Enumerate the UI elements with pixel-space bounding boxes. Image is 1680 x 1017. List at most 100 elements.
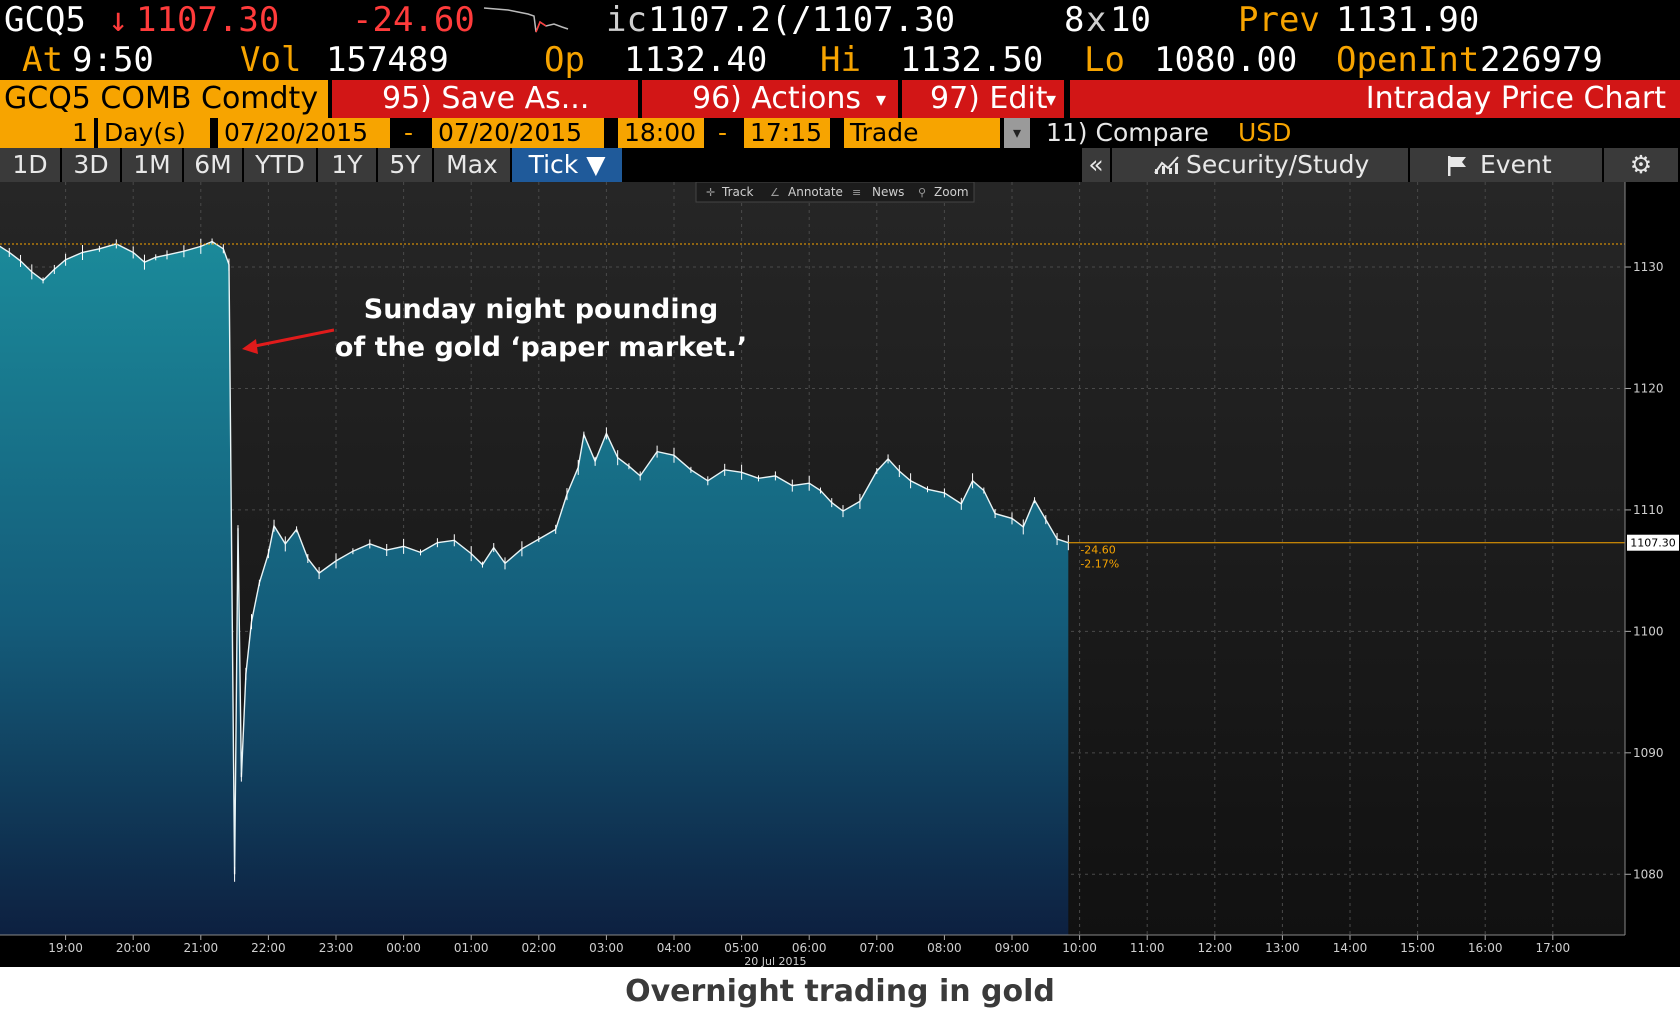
last-price: 1107.30	[136, 0, 280, 40]
x-tick-label: 05:00	[724, 941, 759, 955]
price-line	[0, 240, 1069, 875]
quote-ticker[interactable]: GCQ5	[4, 0, 86, 40]
compare-button[interactable]: 11) Compare	[1046, 118, 1209, 147]
x-tick-label: 06:00	[792, 941, 827, 955]
ask-size: 10	[1110, 0, 1151, 40]
save-as-button[interactable]: 95) Save As...	[332, 80, 638, 118]
tab-max[interactable]: Max	[434, 148, 512, 182]
down-arrow-icon: ↓	[108, 0, 129, 40]
reference-lines: 1107.30 -24.60-2.17%	[0, 243, 1679, 571]
annotate-button[interactable]: Annotate	[788, 185, 843, 199]
low-price: 1080.00	[1154, 40, 1298, 80]
end-time-input[interactable]: 17:15	[744, 118, 830, 148]
x-tick-label: 23:00	[319, 941, 354, 955]
annotation-arrow-line	[249, 328, 335, 349]
period-tabs: 1D 3D 1M 6M YTD 1Y 5Y Max Tick ▼ « Secur…	[0, 148, 1680, 182]
bid-ask: 1107.2(/1107.30	[648, 0, 956, 40]
zoom-icon: ⚲	[918, 186, 926, 199]
x-tick-label: 04:00	[657, 941, 692, 955]
end-date-input[interactable]: 07/20/2015	[432, 118, 604, 148]
currency-label[interactable]: USD	[1238, 118, 1292, 147]
divider	[898, 80, 902, 118]
annotation-line-2: of the gold ‘paper market.’	[335, 332, 747, 363]
x-tick-label: 09:00	[995, 941, 1030, 955]
quote-time: 9:50	[72, 40, 154, 80]
y-tick-label: 1110	[1633, 503, 1664, 517]
price-area-series	[0, 238, 1069, 935]
event-button[interactable]: Event	[1410, 148, 1604, 182]
x-tick-label: 12:00	[1198, 941, 1233, 955]
net-change: -24.60	[352, 0, 475, 40]
security-study-button[interactable]: Security/Study	[1112, 148, 1410, 182]
figure-caption: Overnight trading in gold	[0, 967, 1680, 1017]
open-label: Op	[544, 40, 585, 80]
tab-6m[interactable]: 6M	[184, 148, 244, 182]
change-label: -24.60	[1080, 544, 1115, 557]
data-type-select[interactable]: Trade	[844, 118, 1000, 148]
tab-1d[interactable]: 1D	[0, 148, 62, 182]
y-tick-label: 1100	[1633, 624, 1664, 638]
actions-button[interactable]: 96) Actions ▾	[642, 80, 898, 118]
news-icon: ≡	[852, 186, 861, 199]
range-dash: -	[718, 118, 728, 147]
x-tick-label: 19:00	[48, 941, 83, 955]
tab-tick[interactable]: Tick ▼	[512, 148, 624, 182]
vol-label: Vol	[240, 40, 302, 80]
x-tick-label: 11:00	[1130, 941, 1165, 955]
period-count-input[interactable]: 1	[0, 118, 94, 148]
quote-line-2: At 9:50 Vol 157489 Op 1132.40 Hi 1132.50…	[0, 40, 1680, 80]
news-button[interactable]: News	[872, 185, 904, 199]
high-label: Hi	[820, 40, 861, 80]
tab-1y[interactable]: 1Y	[318, 148, 378, 182]
y-tick-label: 1090	[1633, 746, 1664, 760]
start-date-input[interactable]: 07/20/2015	[218, 118, 390, 148]
zoom-button[interactable]: Zoom	[934, 185, 969, 199]
dropdown-arrow-icon[interactable]: ▾	[1004, 118, 1030, 148]
tab-ytd[interactable]: YTD	[244, 148, 318, 182]
function-bar: GCQ5 COMB Comdty 95) Save As... 96) Acti…	[0, 80, 1680, 118]
x-tick-label: 20:00	[116, 941, 151, 955]
divider	[638, 80, 642, 118]
x-tick-label: 22:00	[251, 941, 286, 955]
x-tick-label: 14:00	[1333, 941, 1368, 955]
annotation: Sunday night pounding of the gold ‘paper…	[242, 294, 747, 363]
last-price-box	[1627, 534, 1679, 551]
x-tick-label: 17:00	[1536, 941, 1571, 955]
x-tick-label: 21:00	[184, 941, 219, 955]
chevron-down-icon: ▾	[1045, 87, 1056, 111]
annotation-arrow-icon	[242, 339, 258, 354]
x-tick-label: 03:00	[589, 941, 624, 955]
tab-3d[interactable]: 3D	[62, 148, 122, 182]
track-icon: ✛	[706, 186, 715, 199]
collapse-icon[interactable]: «	[1082, 148, 1112, 182]
annotation-line-1: Sunday night pounding	[364, 294, 718, 325]
y-tick-label: 1120	[1633, 381, 1664, 395]
tab-1m[interactable]: 1M	[122, 148, 184, 182]
x-date-label: 20 Jul 2015	[744, 955, 806, 967]
intraday-price-chart[interactable]: 1107.30 -24.60-2.17% 1080 1090 1100 1110 1120…	[0, 182, 1680, 967]
bid-size: 8	[1064, 0, 1085, 40]
edit-button[interactable]: 97) Edit ▾	[902, 80, 1064, 118]
x-tick-label: 13:00	[1265, 941, 1300, 955]
track-button[interactable]: Track	[721, 185, 753, 199]
y-axis-background	[1625, 182, 1680, 935]
open-price: 1132.40	[624, 40, 768, 80]
security-field[interactable]: GCQ5 COMB Comdty	[0, 80, 328, 118]
x-tick-label: 15:00	[1400, 941, 1435, 955]
start-time-input[interactable]: 18:00	[618, 118, 704, 148]
chevron-down-icon: ▾	[875, 87, 886, 111]
event-label: Event	[1480, 150, 1552, 179]
gear-icon[interactable]: ⚙	[1604, 148, 1680, 182]
date-range-bar: 1 Day(s) 07/20/2015 - 07/20/2015 18:00 -…	[0, 118, 1680, 148]
actions-label: 96) Actions	[692, 81, 861, 116]
period-unit-select[interactable]: Day(s)	[98, 118, 210, 148]
volume: 157489	[326, 40, 449, 80]
tab-5y[interactable]: 5Y	[378, 148, 434, 182]
x-tick-label: 02:00	[522, 941, 557, 955]
x-tick-label: 01:00	[454, 941, 489, 955]
x-axis-background	[0, 935, 1625, 967]
chart-study-icon	[1154, 156, 1179, 174]
at-label: At	[22, 40, 63, 80]
screen-title: Intraday Price Chart	[1070, 80, 1680, 118]
low-label: Lo	[1084, 40, 1125, 80]
